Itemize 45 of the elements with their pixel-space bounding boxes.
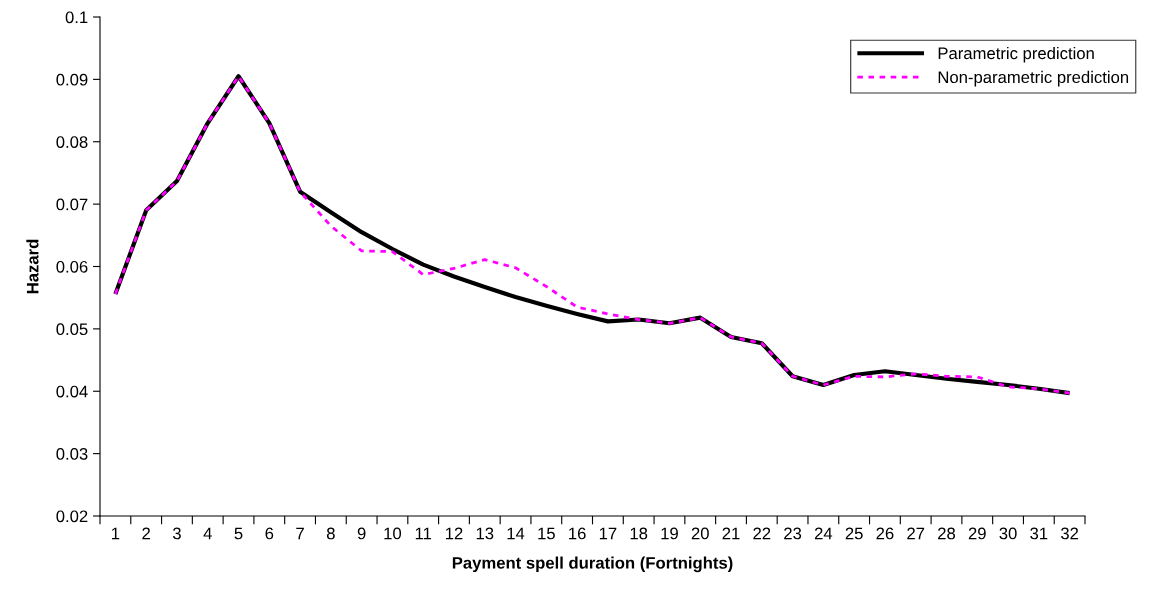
- x-tick-label: 15: [538, 527, 555, 540]
- x-tick-label: 19: [661, 527, 678, 540]
- x-tick-label: 21: [722, 527, 740, 540]
- x-tick-label: 28: [938, 527, 956, 540]
- x-tick-label: 10: [384, 527, 402, 540]
- y-tick-label: 0.09: [56, 73, 88, 86]
- legend-label: Parametric prediction: [938, 46, 1094, 63]
- y-tick-label: 0.05: [56, 323, 88, 336]
- x-tick-label: 27: [907, 527, 925, 540]
- y-tick-label: 0.08: [56, 136, 88, 148]
- x-tick-label: 32: [1060, 527, 1079, 540]
- x-tick-label: 11: [415, 527, 432, 540]
- x-tick-label: 4: [203, 527, 212, 540]
- x-tick-label: 5: [234, 527, 243, 540]
- x-tick-label: 22: [753, 527, 771, 540]
- x-tick-label: 1: [112, 527, 120, 540]
- y-axis-title: Hazard: [26, 239, 39, 294]
- x-tick-label: 30: [999, 527, 1017, 540]
- x-tick-label: 18: [630, 527, 648, 540]
- x-tick-label: 8: [326, 527, 335, 540]
- x-tick-label: 26: [876, 527, 894, 540]
- x-tick-label: 20: [691, 527, 709, 540]
- x-tick-label: 14: [507, 527, 525, 540]
- y-tick-label: 0.07: [56, 198, 88, 211]
- y-tick-label: 0.04: [56, 385, 88, 398]
- x-tick-label: 31: [1030, 527, 1048, 540]
- y-tick-label: 0.02: [56, 510, 88, 523]
- x-tick-label: 23: [784, 527, 802, 540]
- y-tick-label: 0.06: [56, 260, 88, 273]
- y-tick-label: 0.03: [56, 448, 88, 460]
- y-tick-label: 0.1: [65, 11, 88, 24]
- x-tick-label: 13: [476, 527, 494, 540]
- x-tick-label: 12: [445, 527, 463, 540]
- x-tick-label: 7: [296, 527, 304, 540]
- legend-label: Non-parametric prediction: [938, 70, 1129, 87]
- x-axis-title: Payment spell duration (Fortnights): [452, 556, 733, 573]
- x-tick-label: 16: [569, 527, 586, 540]
- x-tick-label: 9: [357, 527, 366, 540]
- x-tick-label: 3: [172, 527, 181, 540]
- x-tick-label: 17: [599, 527, 617, 540]
- x-tick-label: 2: [142, 527, 150, 540]
- x-tick-label: 24: [814, 527, 833, 540]
- x-tick-label: 6: [265, 527, 274, 540]
- x-tick-label: 25: [845, 527, 863, 540]
- x-tick-label: 29: [968, 527, 986, 540]
